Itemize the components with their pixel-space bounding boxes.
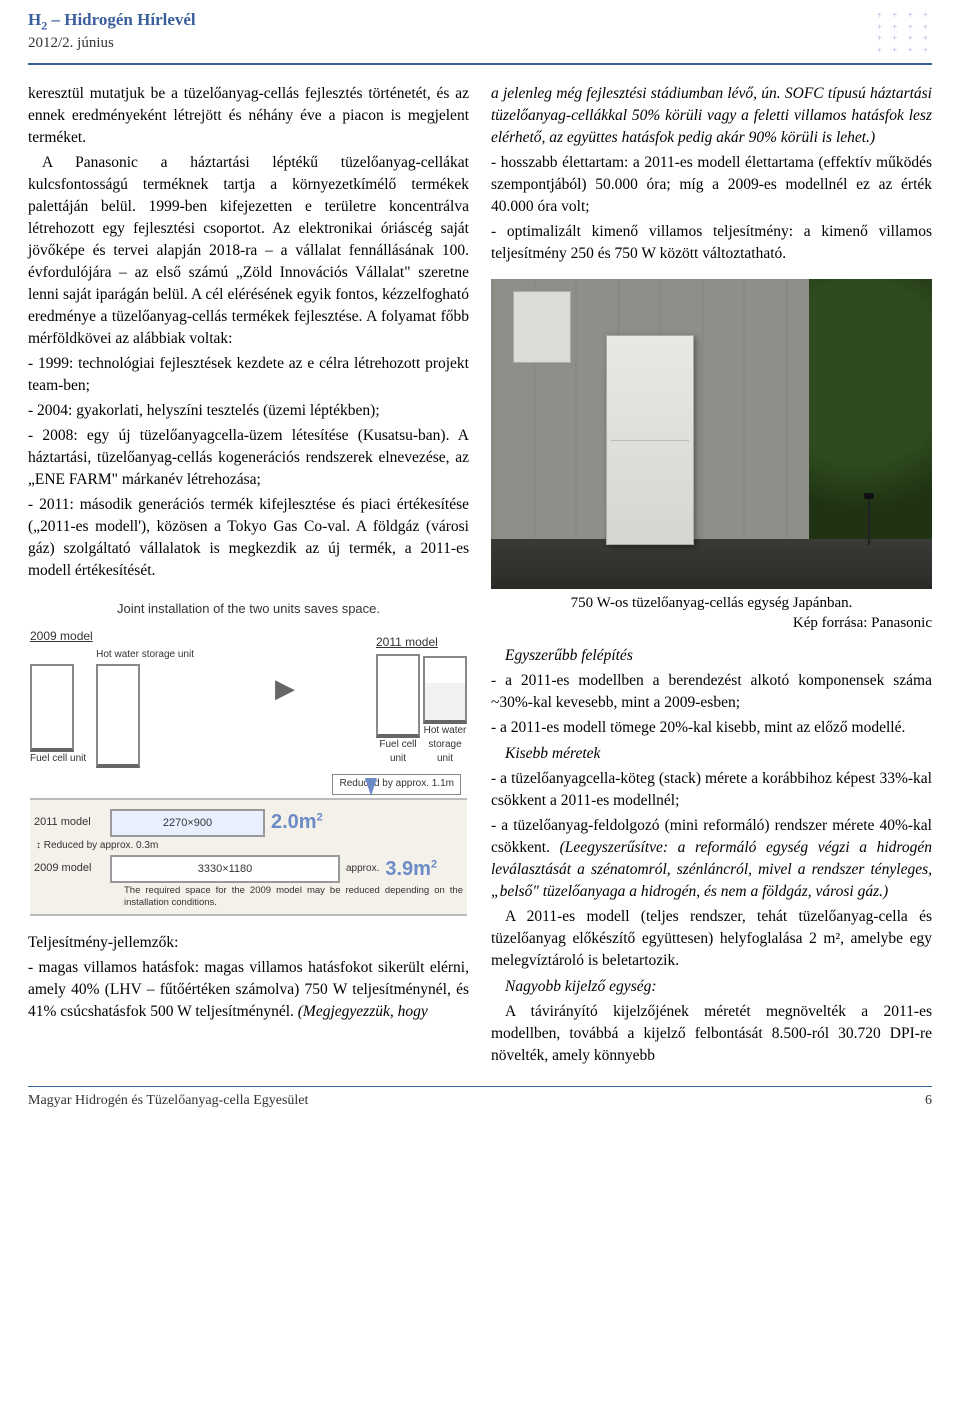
issue-date: 2012/2. június bbox=[28, 35, 196, 52]
reduced-03m-label: ↕ Reduced by approx. 0.3m bbox=[36, 839, 463, 853]
box-icon bbox=[30, 664, 74, 752]
model-2009-group: 2009 model Fuel cell unit Hot water stor… bbox=[30, 628, 194, 768]
reduced-1m-label: Reduced by approx. 1.1m bbox=[332, 774, 461, 794]
box-icon bbox=[376, 654, 420, 738]
bullet: - 2011: második generációs termék kifejl… bbox=[28, 494, 469, 582]
lamp-icon bbox=[868, 499, 870, 545]
bullet: - 2008: egy új tüzelőanyagcella-üzem lét… bbox=[28, 425, 469, 491]
fp-2011-area: 2.0m2 bbox=[271, 808, 323, 836]
title-h: H bbox=[28, 10, 41, 29]
perf-item: - magas villamos hatásfok: magas villamo… bbox=[28, 957, 469, 1023]
perf-title: Teljesítmény-jellemzők: bbox=[28, 932, 469, 954]
fuel-label: Fuel cell unit bbox=[30, 752, 86, 766]
left-column: keresztül mutatjuk be a tüzelőanyag-cell… bbox=[28, 83, 469, 1071]
para: A 2011-es modell (teljes rendszer, tehát… bbox=[491, 906, 932, 972]
arrow-right-icon: ▶ bbox=[271, 670, 299, 727]
fp-2009-row: 2009 model 3330×1180 approx. 3.9m2 bbox=[34, 855, 463, 883]
installation-diagram: Joint installation of the two units save… bbox=[28, 596, 469, 920]
subheading: Egyszerűbb felépítés bbox=[491, 645, 932, 667]
fp-2009-bar: 3330×1180 bbox=[110, 855, 340, 883]
page-header: H2 – Hidrogén Hírlevél 2012/2. június + … bbox=[28, 0, 932, 65]
subheading: Nagyobb kijelző egység: bbox=[491, 976, 932, 998]
footprint-compare: Reduced by approx. 1.1m 2011 model 2270×… bbox=[30, 798, 467, 916]
caption-line1: 750 W-os tüzelőanyag-cellás egység Japán… bbox=[571, 595, 853, 611]
plus-row: + + + + bbox=[877, 33, 932, 45]
fp-2011-label: 2011 model bbox=[34, 815, 104, 831]
fuelcell-cabinet-icon bbox=[606, 335, 694, 545]
fp-2009-area: 3.9m2 bbox=[385, 855, 437, 883]
fp-note: The required space for the 2009 model ma… bbox=[34, 885, 463, 908]
model-2011-label: 2011 model bbox=[376, 634, 467, 651]
photo-caption: 750 W-os tüzelőanyag-cellás egység Japán… bbox=[491, 593, 932, 634]
para: keresztül mutatjuk be a tüzelőanyag-cell… bbox=[28, 83, 469, 149]
approx: approx. bbox=[346, 862, 379, 876]
fp-2011-bar: 2270×900 bbox=[110, 809, 265, 837]
bullet: - a tüzelőanyag-feldolgozó (mini reformá… bbox=[491, 815, 932, 903]
plus-row: + + + + bbox=[877, 10, 932, 22]
sup: 2 bbox=[317, 812, 323, 824]
plus-row: + + + + bbox=[877, 22, 932, 34]
fuel-label: Fuel cell unit bbox=[376, 738, 420, 766]
caption-line2: Kép forrása: Panasonic bbox=[491, 613, 932, 633]
hot-label: Hot water storage unit bbox=[96, 648, 194, 662]
title-rest: – Hidrogén Hírlevél bbox=[47, 10, 195, 29]
ground-bg bbox=[491, 539, 932, 589]
bullet: - hosszabb élettartam: a 2011-es modell … bbox=[491, 152, 932, 218]
fuel-cell-2011: Fuel cell unit bbox=[376, 654, 420, 768]
model-2011-group: 2011 model Fuel cell unit Hot water stor… bbox=[376, 634, 467, 768]
sup: 2 bbox=[431, 858, 437, 870]
header-decoration: + + + + + + + + + + + + + + + + bbox=[877, 10, 932, 57]
box-icon bbox=[423, 656, 467, 724]
header-left: H2 – Hidrogén Hírlevél 2012/2. június bbox=[28, 10, 196, 52]
fp-2009-label: 2009 model bbox=[34, 861, 104, 877]
right-column: a jelenleg még fejlesztési stádiumban lé… bbox=[491, 83, 932, 1071]
footer-org: Magyar Hidrogén és Tüzelőanyag-cella Egy… bbox=[28, 1093, 308, 1109]
bullet: - 1999: technológiai fejlesztések kezdet… bbox=[28, 353, 469, 397]
arrow-down-icon bbox=[365, 778, 377, 796]
diagram-title: Joint installation of the two units save… bbox=[30, 600, 467, 618]
fuel-cell-2009: Fuel cell unit bbox=[30, 664, 86, 768]
newsletter-title: H2 – Hidrogén Hírlevél bbox=[28, 10, 196, 33]
bullet: - optimalizált kimenő villamos teljesítm… bbox=[491, 221, 932, 265]
plus-row: + + + + bbox=[877, 45, 932, 57]
intro-italic: a jelenleg még fejlesztési stádiumban lé… bbox=[491, 83, 932, 149]
page-footer: Magyar Hidrogén és Tüzelőanyag-cella Egy… bbox=[28, 1086, 932, 1127]
hot-water-2011: Hot water storage unit bbox=[423, 656, 467, 769]
bullet: - a 2011-es modellben a berendezést alko… bbox=[491, 670, 932, 714]
diagram-body: Joint installation of the two units save… bbox=[28, 596, 469, 920]
bullet: - a tüzelőanyagcella-köteg (stack) méret… bbox=[491, 768, 932, 812]
para: A távirányító kijelzőjének méretét megnö… bbox=[491, 1001, 932, 1067]
hot-label-2: Hot water storage unit bbox=[423, 724, 467, 767]
wall-unit-icon bbox=[513, 291, 571, 363]
fp-2011-row: 2011 model 2270×900 2.0m2 bbox=[34, 808, 463, 836]
box-icon bbox=[96, 664, 140, 768]
area-val: 2.0m bbox=[271, 811, 317, 833]
product-photo: 750 W-os tüzelőanyag-cellás egység Japán… bbox=[491, 279, 932, 634]
subheading: Kisebb méretek bbox=[491, 743, 932, 765]
footer-page-number: 6 bbox=[925, 1093, 932, 1109]
bullet: - 2004: gyakorlati, helyszíni tesztelés … bbox=[28, 400, 469, 422]
bullet: - a 2011-es modell tömege 20%-kal kisebb… bbox=[491, 717, 932, 739]
diagram-units-row: 2009 model Fuel cell unit Hot water stor… bbox=[30, 628, 467, 768]
reduced-left-text: Reduced by approx. 0.3m bbox=[44, 840, 159, 851]
photo-placeholder bbox=[491, 279, 932, 589]
model-2009-label: 2009 model bbox=[30, 628, 194, 645]
perf-note: (Megjegyezzük, hogy bbox=[298, 1003, 428, 1020]
para: A Panasonic a háztartási léptékű tüzelőa… bbox=[28, 152, 469, 350]
area-val: 3.9m bbox=[385, 858, 431, 880]
two-column-content: keresztül mutatjuk be a tüzelőanyag-cell… bbox=[28, 83, 932, 1071]
hot-water-2009: Hot water storage unit bbox=[96, 648, 194, 768]
